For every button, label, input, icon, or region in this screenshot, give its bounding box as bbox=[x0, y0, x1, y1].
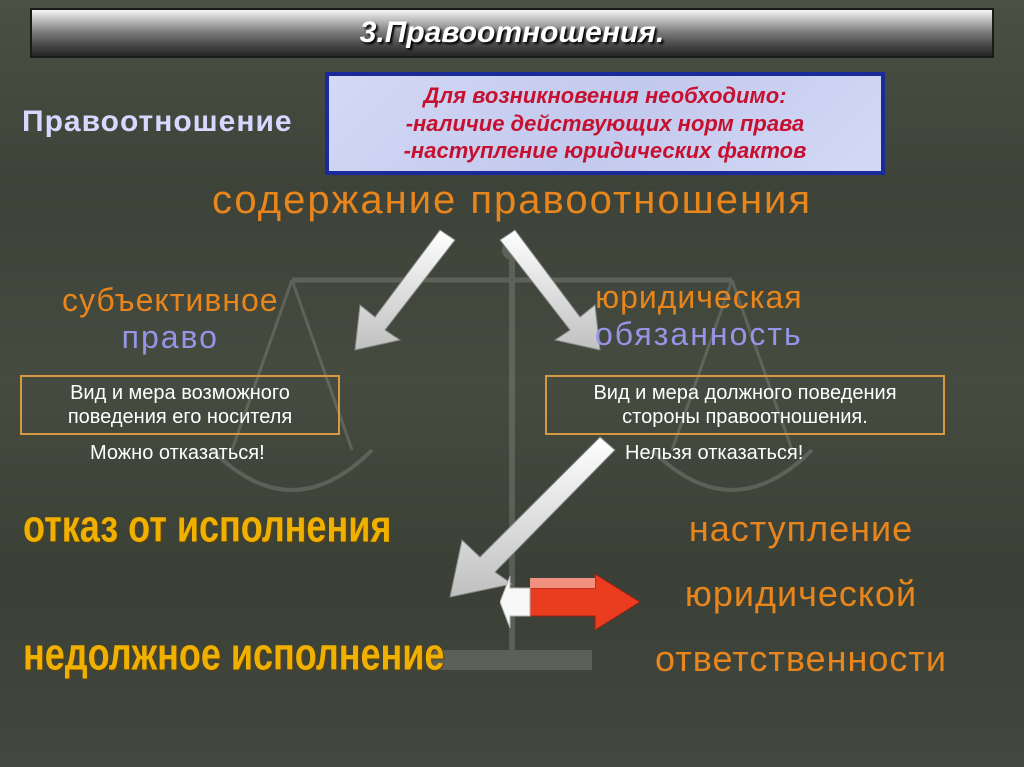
arrow-left-down-icon bbox=[345, 225, 465, 355]
requirements-box: Для возникновения необходимо: -наличие д… bbox=[325, 72, 885, 175]
resp-line3: ответственности bbox=[655, 627, 947, 692]
legal-responsibility-label: наступление юридической ответственности bbox=[655, 497, 947, 691]
cannot-refuse-note: Нельзя отказаться! bbox=[625, 442, 803, 465]
duty-line1: юридическая bbox=[595, 279, 803, 316]
red-arrow-icon bbox=[500, 570, 645, 638]
subj-line1: субъективное bbox=[62, 282, 279, 319]
title-bar: 3.Правоотношения. bbox=[30, 8, 994, 58]
title-text: 3.Правоотношения. bbox=[360, 16, 665, 50]
arrow-right-down-icon bbox=[490, 225, 610, 355]
subj-line2: право bbox=[62, 319, 279, 356]
def-right-2: стороны правоотношения. bbox=[557, 405, 933, 429]
req-line2: -наличие действующих норм права bbox=[341, 110, 869, 138]
req-line3: -наступление юридических фактов bbox=[341, 137, 869, 165]
def-left-1: Вид и мера возможного bbox=[32, 381, 328, 405]
resp-line1: наступление bbox=[655, 497, 947, 562]
duty-definition-box: Вид и мера должного поведения стороны пр… bbox=[545, 375, 945, 435]
subjective-right-label: субъективное право bbox=[62, 282, 279, 356]
refusal-label: отказ от исполнения bbox=[23, 500, 391, 553]
subjective-definition-box: Вид и мера возможного поведения его носи… bbox=[20, 375, 340, 435]
def-left-2: поведения его носителя bbox=[32, 405, 328, 429]
def-right-1: Вид и мера должного поведения bbox=[557, 381, 933, 405]
resp-line2: юридической bbox=[655, 562, 947, 627]
content-header: содержание правоотношения bbox=[212, 178, 812, 223]
legal-relation-label: Правоотношение bbox=[22, 105, 293, 139]
legal-duty-label: юридическая обязанность bbox=[595, 279, 803, 353]
can-refuse-note: Можно отказаться! bbox=[90, 442, 265, 465]
improper-execution-label: недолжное исполнение bbox=[23, 628, 444, 681]
req-line1: Для возникновения необходимо: bbox=[341, 82, 869, 110]
duty-line2: обязанность bbox=[595, 316, 803, 353]
